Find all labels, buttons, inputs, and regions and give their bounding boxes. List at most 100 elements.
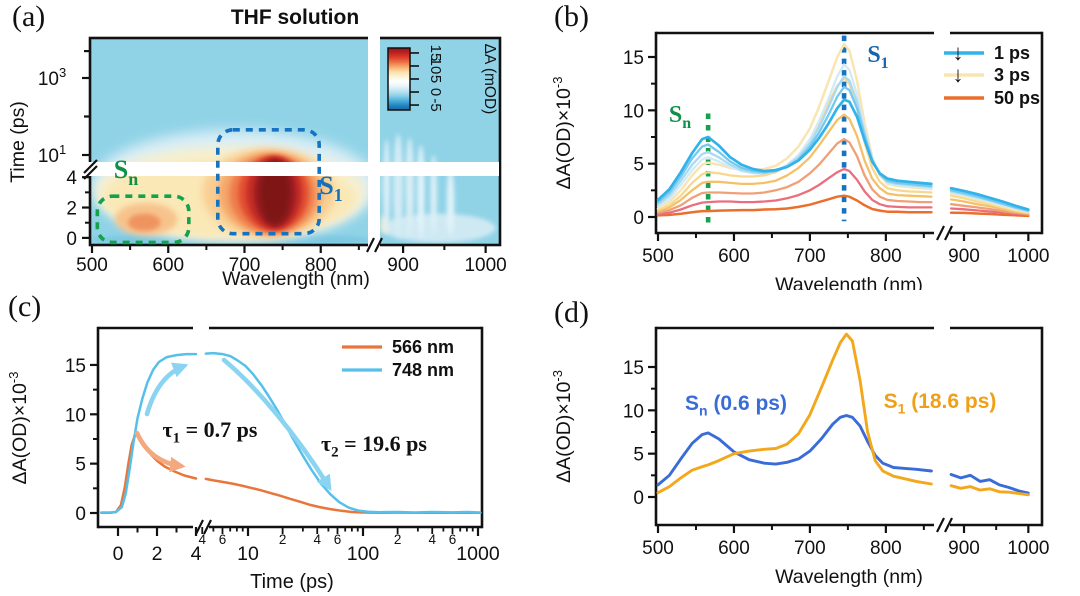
- colorbar-title: ΔA (mOD): [481, 44, 498, 115]
- series-curve-9: [656, 98, 933, 202]
- y-tick-label: 10: [65, 405, 86, 426]
- axis-break-mark: [936, 517, 945, 533]
- axis-break-mark: [195, 519, 204, 535]
- panel-a-title: THF solution: [230, 6, 360, 29]
- x-tick-label-small: 6: [334, 532, 342, 547]
- legend-label: 566 nm: [392, 337, 454, 357]
- series-curve-3: [656, 113, 933, 213]
- peak-label-0: Sn: [669, 102, 691, 132]
- x-tick-label: 10: [237, 543, 259, 565]
- plot-frame: [88, 36, 502, 247]
- colorbar-tick-label: -5: [427, 98, 444, 111]
- heatmap-region: [417, 145, 425, 238]
- legend-label: 50 ps: [994, 88, 1040, 108]
- x-tick-label: 100: [347, 543, 380, 565]
- kinetics-curve-1-log: [204, 351, 482, 514]
- colorbar-tick-label: 10: [427, 58, 444, 75]
- panel-a-label: (a): [12, 0, 46, 33]
- panel-b-label: (b): [554, 0, 589, 33]
- x-tick-label-small: 4: [198, 532, 206, 547]
- y-tick-label: 15: [623, 358, 644, 379]
- heatmap-region: [383, 139, 390, 235]
- x-axis-title: Time (ps): [250, 571, 334, 593]
- axis-break-mark: [944, 225, 953, 241]
- series-curve-1: [656, 167, 933, 216]
- y-axis-title: Time (ps): [7, 101, 29, 183]
- heatmap-region: [259, 160, 291, 225]
- panel-d: (d) 500 600 700 800 900 1000 0 5 10 15 Wavelength …: [540, 290, 1080, 596]
- y-tick-label: 10: [623, 101, 644, 122]
- x-tick-label: 2: [152, 543, 163, 565]
- colorbar-tick-label: 0: [427, 88, 444, 96]
- legend-label: 1 ps: [994, 43, 1030, 63]
- peak-label-0: Sn (0.6 ps): [685, 392, 787, 418]
- y-tick-label: 101: [38, 142, 66, 167]
- x-tick-label: 4: [191, 543, 202, 565]
- kinetics-curve-0-log: [204, 477, 482, 515]
- y-tick-label: 5: [633, 445, 644, 466]
- y-tick-label: 2: [66, 199, 77, 220]
- peak-label-1: S1 (18.6 ps): [884, 390, 997, 416]
- sn-region-box: [95, 194, 191, 245]
- slow-decay-arrow: [221, 357, 332, 491]
- kinetics-curve-0-linear: [100, 433, 198, 515]
- x-axis-title: Wavelength (nm): [775, 274, 923, 290]
- fast-decay-arrow: [134, 430, 186, 473]
- panel-b-plot: 500 600 700 800 900 1000 0 5 10 15 Wavelength (nm)…: [550, 31, 1049, 290]
- s1-peak-label: S1: [319, 171, 342, 205]
- x-axis-title: Wavelength (nm): [222, 268, 370, 290]
- y-tick-label: 5: [75, 455, 86, 476]
- axis-break-mark: [374, 237, 383, 253]
- heatmap-region: [393, 134, 404, 238]
- y-tick-label: 15: [65, 356, 86, 377]
- y-tick-label: 0: [75, 504, 86, 525]
- series-curve-0: [656, 414, 933, 487]
- legend-arrow-down: ↓: [953, 62, 964, 87]
- y-tick-label: 15: [623, 48, 644, 69]
- x-tick-label: 500: [642, 246, 674, 267]
- heatmap-region: [127, 213, 161, 232]
- x-tick-label: 1000: [456, 543, 500, 565]
- x-tick-label-small: 6: [449, 532, 457, 547]
- axis-break-mark: [366, 237, 375, 253]
- x-tick-label: 800: [305, 255, 337, 276]
- time-axis-break-stripe: [83, 162, 499, 176]
- panel-d-plot: 500 600 700 800 900 1000 0 5 10 15 Wavelength (nm)…: [550, 326, 1049, 588]
- x-tick-label: 700: [794, 538, 826, 559]
- series-curve-0-after-break: [949, 211, 1030, 218]
- x-axis-title: Wavelength (nm): [775, 566, 923, 588]
- y-tick-label: 0: [66, 229, 77, 250]
- x-tick-label: 500: [76, 255, 108, 276]
- y-tick-label: 5: [633, 155, 644, 176]
- y-tick-label: 4: [66, 168, 77, 189]
- axis-break-mark: [936, 225, 945, 241]
- x-tick-label: 1000: [1007, 246, 1049, 267]
- y-tick-label: 10: [623, 401, 644, 422]
- legend-arrow-down: ↓: [953, 40, 964, 65]
- x-tick-label: 700: [794, 246, 826, 267]
- x-tick-label: 600: [152, 255, 184, 276]
- y-axis-title: ΔA(OD)×10-3: [550, 370, 575, 483]
- series-curve-2: [656, 137, 933, 214]
- axis-break-mark: [83, 159, 98, 174]
- x-tick-label: 800: [870, 538, 902, 559]
- panel-a: (a) THF solution 500 600 700 800 900 1000 0 2 4 1…: [0, 0, 540, 291]
- y-tick-label: 0: [633, 208, 644, 229]
- series-curve-8-after-break: [949, 189, 1030, 212]
- x-tick-label-small: 4: [428, 532, 436, 547]
- axis-break-mark: [203, 519, 212, 535]
- x-tick-label: 800: [870, 246, 902, 267]
- series-curve-0: [656, 194, 933, 217]
- x-tick-label: 600: [718, 538, 750, 559]
- x-tick-label: 600: [718, 246, 750, 267]
- x-tick-label-small: 6: [219, 532, 227, 547]
- series-curve-1: [656, 332, 933, 495]
- x-tick-label: 900: [948, 246, 980, 267]
- panel-d-label: (d): [554, 296, 589, 329]
- s1-region-box: [216, 128, 322, 236]
- x-tick-label: 1000: [464, 255, 506, 276]
- axis-break-mark: [944, 517, 953, 533]
- peak-label-1: S1: [867, 42, 888, 72]
